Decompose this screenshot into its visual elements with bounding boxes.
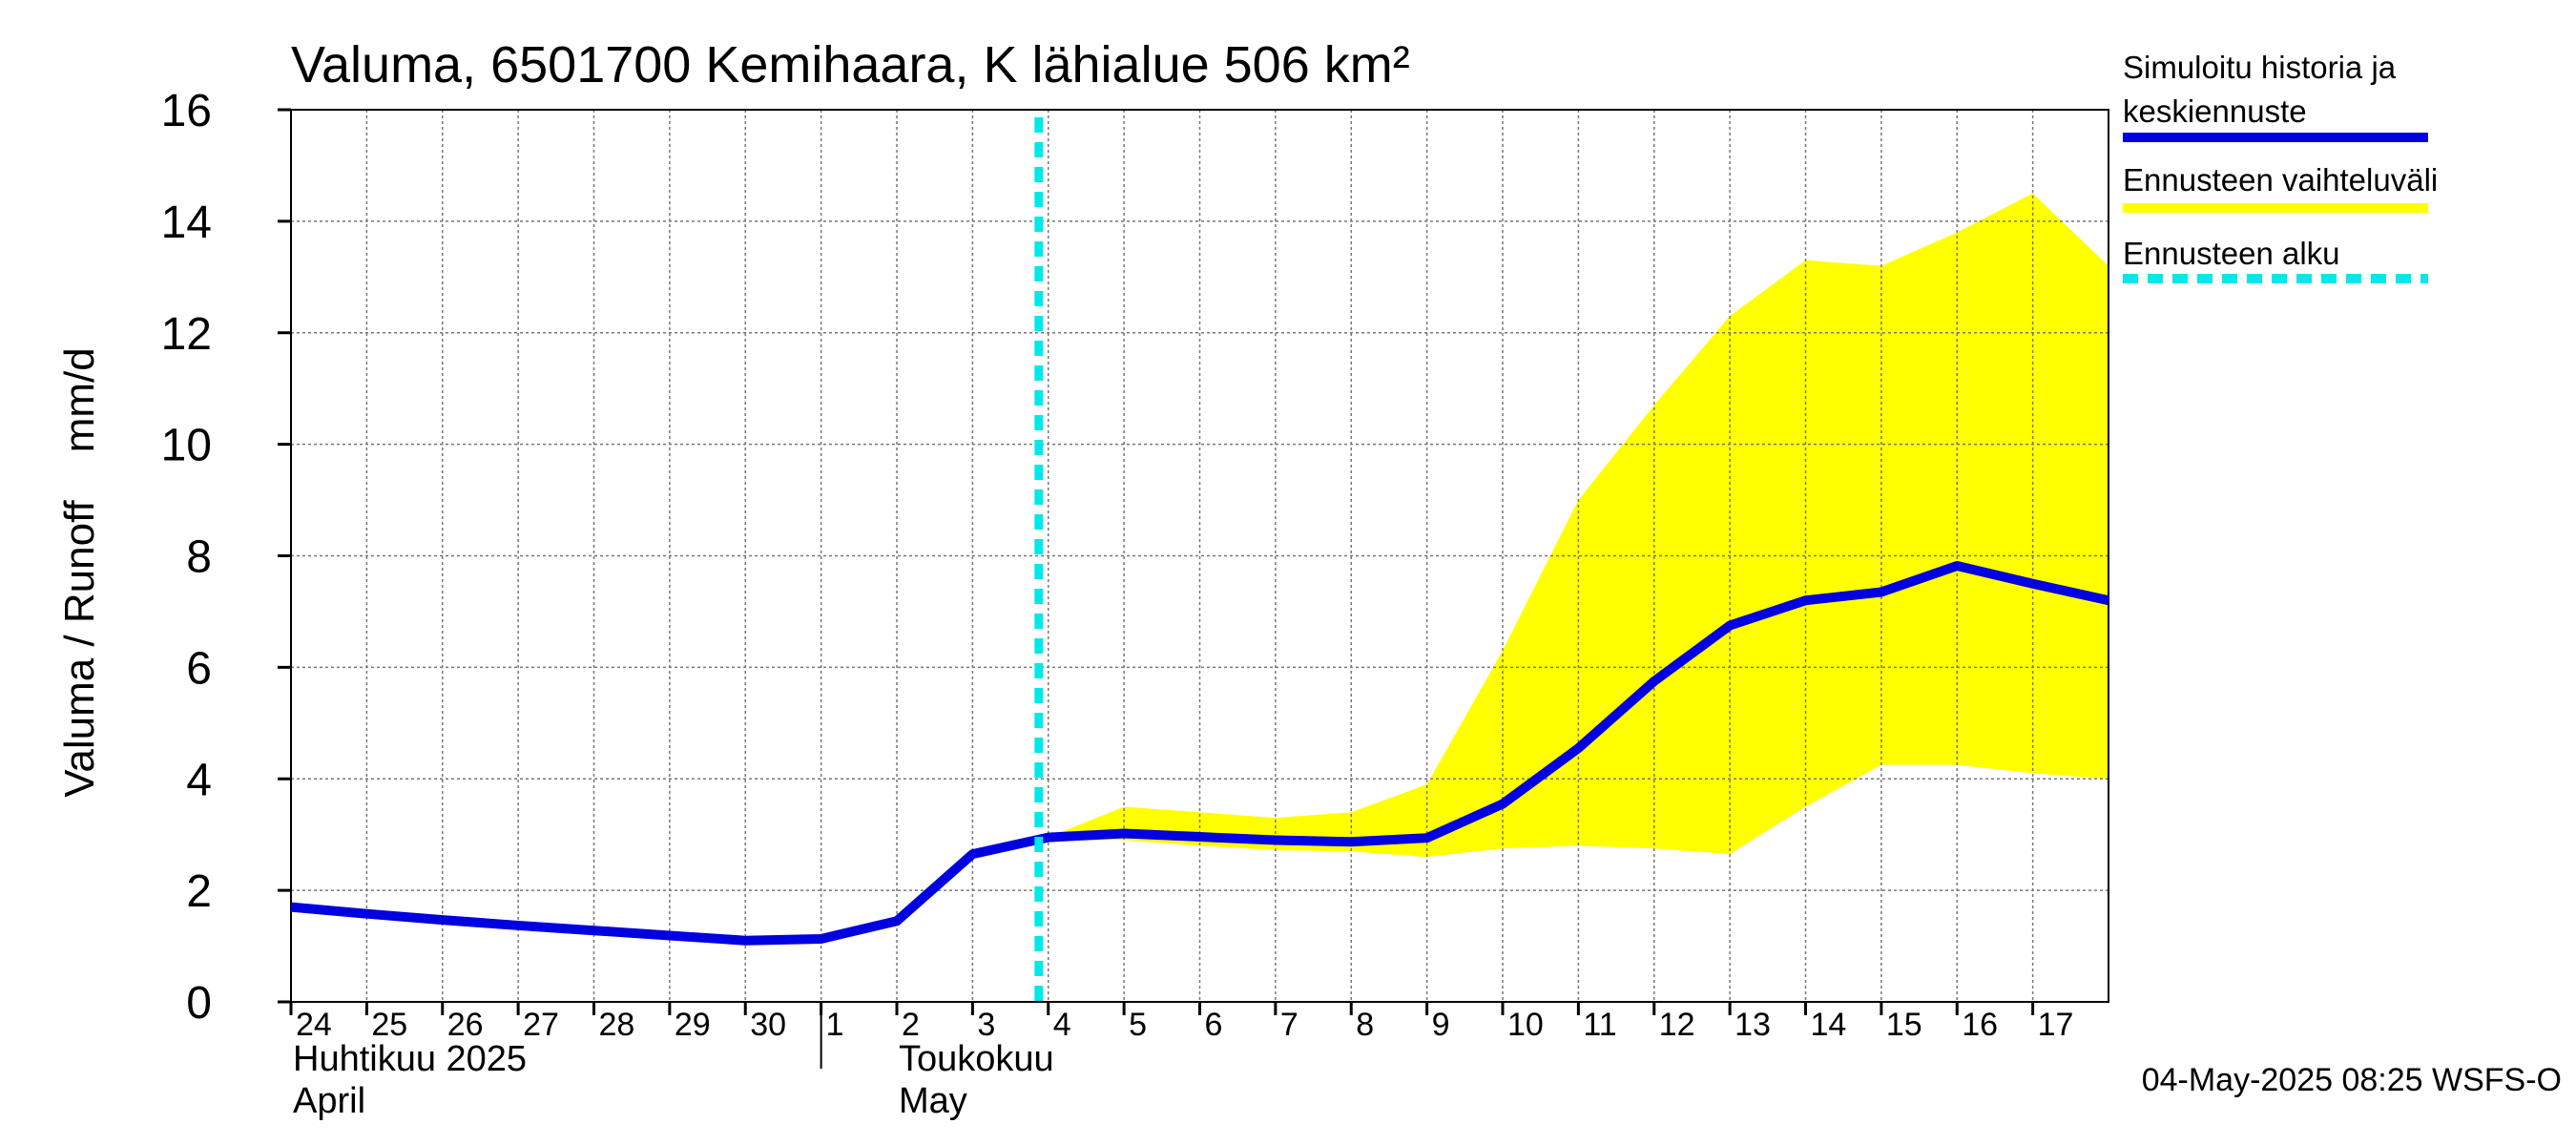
y-tick-label: 10 bbox=[161, 421, 212, 471]
y-tick-label: 16 bbox=[161, 86, 212, 136]
x-tick-label: 12 bbox=[1659, 1007, 1695, 1043]
x-tick-label: 4 bbox=[1053, 1007, 1071, 1043]
y-tick-label: 6 bbox=[186, 643, 212, 694]
forecast-range-band bbox=[1048, 193, 2109, 858]
x-tick-label: 5 bbox=[1129, 1007, 1147, 1043]
x-tick-label: 2 bbox=[902, 1007, 920, 1043]
y-axis-label-text: Valuma / Runoff bbox=[56, 500, 103, 798]
month-label-english: May bbox=[899, 1081, 967, 1121]
month-label: Toukokuu bbox=[899, 1039, 1054, 1079]
legend: Simuloitu historia ja keskiennuste Ennuste… bbox=[2123, 50, 2438, 283]
chart-title: Valuma, 6501700 Kemihaara, K lähialue 50… bbox=[291, 36, 1410, 94]
y-axis-label: Valuma / Runoff mm/d bbox=[56, 347, 103, 797]
y-axis-unit: mm/d bbox=[56, 347, 103, 452]
y-tick-label: 8 bbox=[186, 532, 212, 583]
x-tick-label: 15 bbox=[1886, 1007, 1922, 1043]
y-tick-label: 12 bbox=[161, 309, 212, 360]
x-tick-label: 8 bbox=[1356, 1007, 1374, 1043]
x-tick-label: 10 bbox=[1507, 1007, 1544, 1043]
x-tick-label: 14 bbox=[1811, 1007, 1847, 1043]
legend-label: Ennusteen vaihteluväli bbox=[2123, 162, 2438, 198]
x-tick-label: 16 bbox=[1962, 1007, 1998, 1043]
legend-label: Simuloitu historia ja bbox=[2123, 50, 2397, 85]
x-tick-label: 25 bbox=[371, 1007, 407, 1043]
x-tick-label: 28 bbox=[599, 1007, 635, 1043]
x-tick-label: 29 bbox=[675, 1007, 711, 1043]
x-tick-label: 1 bbox=[826, 1007, 844, 1043]
x-tick-label: 6 bbox=[1205, 1007, 1223, 1043]
x-tick-label: 3 bbox=[977, 1007, 995, 1043]
timestamp: 04-May-2025 08:25 WSFS-O bbox=[2142, 1062, 2562, 1098]
month-label: Huhtikuu 2025 bbox=[293, 1039, 527, 1079]
y-tick-label: 4 bbox=[186, 755, 212, 805]
x-tick-label: 30 bbox=[750, 1007, 786, 1043]
legend-label-line2: keskiennuste bbox=[2123, 94, 2307, 129]
y-tick-label: 2 bbox=[186, 866, 212, 917]
y-tick-label: 0 bbox=[186, 978, 212, 1029]
y-tick-label: 14 bbox=[161, 198, 212, 248]
x-tick-label: 27 bbox=[523, 1007, 559, 1043]
x-tick-label: 17 bbox=[2038, 1007, 2074, 1043]
month-label-english: April bbox=[293, 1081, 365, 1121]
legend-label: Ennusteen alku bbox=[2123, 236, 2340, 271]
x-tick-label: 26 bbox=[447, 1007, 484, 1043]
series-line-simulated bbox=[290, 561, 2110, 946]
x-tick-label: 11 bbox=[1583, 1007, 1616, 1043]
x-tick-label: 24 bbox=[296, 1007, 332, 1043]
x-tick-label: 7 bbox=[1280, 1007, 1298, 1043]
x-tick-label: 13 bbox=[1735, 1007, 1771, 1043]
x-tick-label: 9 bbox=[1432, 1007, 1450, 1043]
